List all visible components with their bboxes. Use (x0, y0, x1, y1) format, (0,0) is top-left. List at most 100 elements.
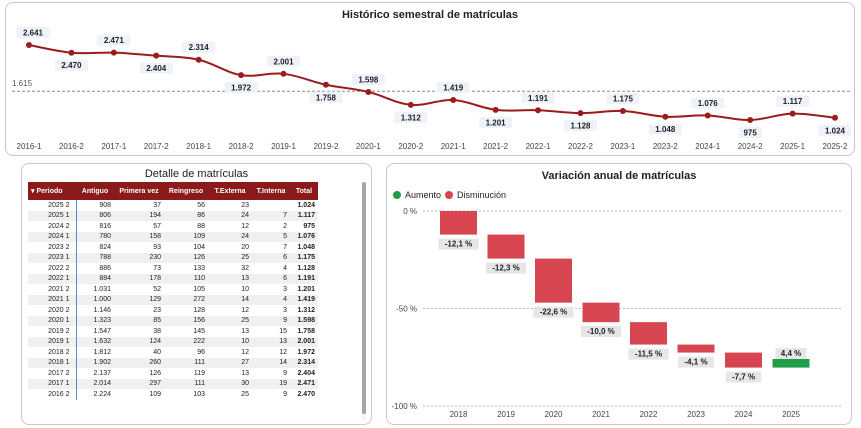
data-label-bg (16, 27, 50, 38)
x-tick-label: 2022-2 (568, 142, 593, 151)
cell-antiguo: 1.902 (76, 357, 114, 368)
table-scroll-area[interactable]: ▾ Periodo Antiguo Primera vez Reingreso T.Ex… (28, 182, 362, 422)
waterfall-bar[interactable] (582, 302, 620, 323)
data-point[interactable] (450, 97, 457, 104)
waterfall-bar[interactable] (772, 359, 810, 368)
x-tick-label: 2018-1 (186, 142, 211, 151)
cell-t-interna: 6 (252, 273, 290, 284)
header-t-externa[interactable]: T.Externa (208, 182, 252, 200)
legend-increase-label[interactable]: Aumento (405, 190, 442, 200)
data-label: 1.175 (613, 94, 634, 103)
cell-reingreso: 109 (164, 231, 208, 242)
data-label-bg (776, 95, 810, 107)
table-title: Detalle de matrículas (144, 168, 249, 180)
waterfall-bar[interactable] (630, 322, 667, 345)
cell-periodo: 2021 1 (28, 294, 77, 305)
cell-total: 1.076 (290, 231, 318, 242)
header-antiguo[interactable]: Antiguo (76, 182, 114, 200)
cell-t-externa: 14 (208, 294, 252, 305)
cell-primera-vez: 230 (114, 252, 164, 263)
cell-total: 1.419 (290, 294, 318, 305)
legend-decrease-label[interactable]: Disminución (457, 190, 507, 200)
cell-periodo: 2024 2 (28, 221, 77, 232)
y-tick-label: -50 % (396, 305, 417, 314)
cell-antiguo: 1.031 (93, 285, 111, 293)
cell-primera-vez: 109 (149, 390, 161, 398)
data-label: 975 (743, 129, 757, 138)
data-label: 1.024 (825, 126, 846, 135)
cell-total: 1.598 (290, 315, 318, 326)
cell-reingreso: 104 (193, 243, 205, 251)
cell-total: 2.471 (290, 378, 318, 389)
data-point[interactable] (832, 114, 838, 121)
cell-antiguo: 816 (99, 222, 111, 230)
data-point[interactable] (662, 113, 669, 120)
cell-reingreso: 111 (164, 357, 208, 368)
data-label: 1.972 (231, 84, 252, 93)
data-point[interactable] (280, 70, 287, 77)
table-row: 2024 2 816 57 88 12 2 975 (28, 221, 318, 232)
data-point[interactable] (704, 112, 711, 119)
scrollbar-thumb[interactable] (362, 182, 366, 414)
data-label: 1.419 (443, 84, 464, 93)
header-reingreso[interactable]: Reingreso (164, 182, 208, 200)
data-point[interactable] (577, 110, 584, 117)
data-point[interactable] (238, 72, 245, 79)
data-point[interactable] (407, 101, 414, 108)
cell-total: 1.191 (290, 273, 318, 284)
cell-total: 2.404 (297, 369, 315, 377)
data-label-bg (691, 97, 725, 109)
data-point[interactable] (619, 107, 626, 114)
data-point[interactable] (747, 117, 754, 123)
x-tick-label: 2023-2 (653, 142, 678, 151)
data-point[interactable] (535, 107, 542, 114)
data-point[interactable] (195, 56, 202, 63)
waterfall-bar[interactable] (440, 211, 477, 235)
cell-reingreso: 111 (164, 378, 208, 389)
x-tick-label: 2020 (545, 410, 563, 419)
data-label: 2.314 (189, 43, 210, 52)
data-label-bg (54, 59, 88, 71)
bar-label-bg (628, 348, 669, 360)
cell-primera-vez: 40 (153, 348, 161, 356)
data-label: 1.128 (570, 122, 591, 131)
waterfall-bar[interactable] (725, 352, 762, 368)
waterfall-bar[interactable] (487, 234, 525, 259)
header-primera-vez[interactable]: Primera vez (114, 182, 164, 200)
cell-t-externa: 30 (208, 378, 252, 389)
waterfall-bar[interactable] (677, 344, 715, 353)
bar-label: -12,3 % (492, 264, 520, 273)
cell-antiguo: 1.000 (76, 294, 114, 305)
data-point[interactable] (789, 110, 796, 117)
cell-reingreso: 103 (193, 390, 205, 398)
waterfall-bar[interactable] (535, 258, 572, 303)
cell-t-interna: 5 (252, 231, 290, 242)
cell-primera-vez: 260 (114, 357, 164, 368)
cell-t-interna: 3 (283, 306, 287, 314)
data-point[interactable] (322, 81, 329, 88)
cell-total: 1.758 (297, 327, 315, 335)
data-point[interactable] (153, 52, 160, 59)
cell-primera-vez: 194 (114, 210, 164, 221)
cell-reingreso: 110 (164, 273, 208, 284)
header-total[interactable]: Total (290, 182, 318, 200)
bar-label-bg (485, 262, 527, 274)
cell-primera-vez: 124 (114, 336, 164, 347)
cell-periodo: 2021 2 (28, 284, 77, 295)
cell-total: 1.048 (297, 243, 315, 251)
data-point[interactable] (110, 49, 117, 56)
table-row: 2016 2 2.224 109 103 25 9 2.470 (28, 389, 318, 400)
data-point[interactable] (365, 88, 372, 95)
data-label: 2.001 (274, 57, 295, 66)
cell-reingreso: 145 (193, 327, 205, 335)
data-point[interactable] (492, 106, 499, 113)
header-t-interna[interactable]: T.Interna (252, 182, 290, 200)
header-periodo[interactable]: ▾ Periodo (28, 182, 76, 200)
vertical-scrollbar[interactable] (362, 182, 366, 420)
data-point[interactable] (68, 49, 75, 56)
data-label: 1.758 (316, 93, 337, 102)
cell-total: 2.314 (290, 357, 318, 368)
cell-reingreso: 105 (193, 285, 205, 293)
cell-t-interna: 9 (252, 315, 290, 326)
data-point[interactable] (26, 42, 32, 48)
